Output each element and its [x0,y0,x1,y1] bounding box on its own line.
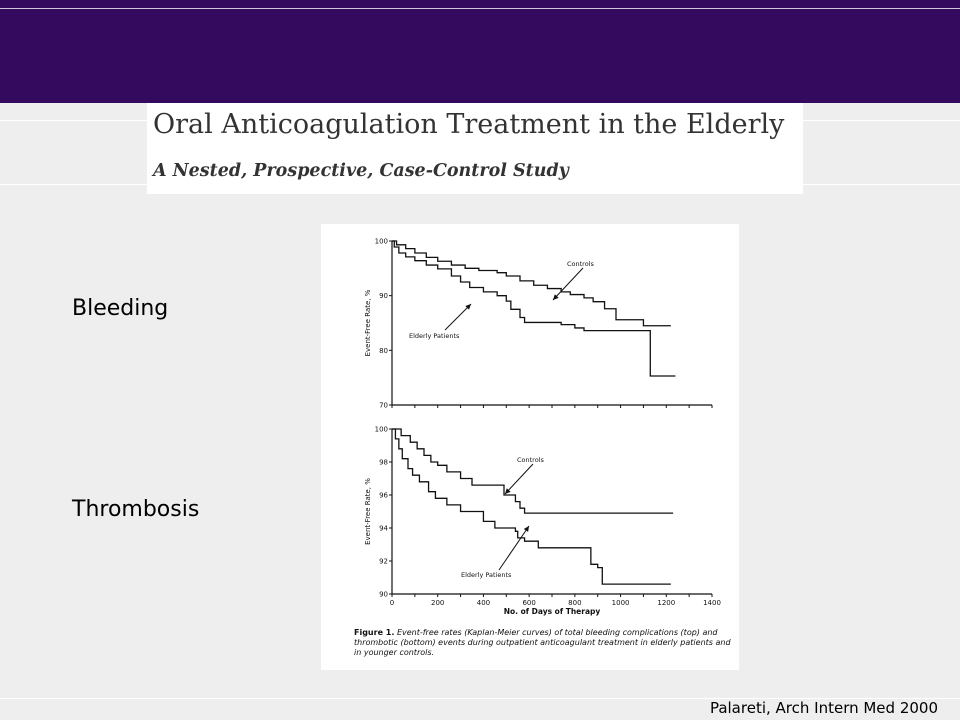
x-tick-label: 600 [522,599,535,607]
x-tick-label: 1000 [612,599,630,607]
article-subtitle: A Nested, Prospective, Case-Control Stud… [153,161,569,181]
footer-rule [0,698,960,699]
x-tick-label: 400 [477,599,490,607]
annotation-arrow [444,303,472,331]
annotation-controls: Controls [567,260,594,268]
article-title: Oral Anticoagulation Treatment in the El… [153,109,785,140]
annotation-arrowhead [465,304,471,310]
x-tick-label: 1400 [703,599,721,607]
y-tick-label: 100 [375,426,388,434]
series-line-controls [392,428,674,514]
x-axis-label: No. of Days of Therapy [504,607,601,616]
y-tick-label: 94 [379,525,388,533]
y-tick-label: 90 [379,292,388,300]
y-tick-label: 98 [379,459,388,467]
annotation-arrowhead [505,488,511,494]
x-tick-label: 0 [390,599,394,607]
y-tick-label: 100 [375,238,388,246]
annotation-elderly-patients: Elderly Patients [409,332,460,340]
figure-caption-text: Event-free rates (Kaplan-Meier curves) o… [354,628,731,657]
series-line-elderly-patients [392,428,671,585]
y-tick-label: 70 [379,402,388,410]
y-axis-label: Event-Free Rate, % [364,289,372,356]
figure-caption-lead: Figure 1. [354,628,395,637]
kaplan-meier-figure: 70 80 90 100 Event-Free Rate, % Controls Elder… [364,238,721,617]
annotation-elderly-patients: Elderly Patients [461,571,512,579]
y-axis-label: Event-Free Rate, % [364,478,372,545]
annotation-arrowhead [523,526,529,532]
citation: Palareti, Arch Intern Med 2000 [709,699,938,717]
x-tick-label: 200 [431,599,444,607]
header-band [0,0,960,103]
y-tick-label: 80 [379,347,388,355]
y-tick-label: 96 [379,492,388,500]
label-bleeding: Bleeding [72,296,169,321]
annotation-arrow [504,463,534,495]
figure-panel: 70 80 90 100 Event-Free Rate, % Controls Elder… [321,224,739,670]
annotation-arrow [552,267,584,301]
series-line-elderly-patients [392,240,676,377]
y-tick-label: 90 [379,591,388,599]
article-title-image: Oral Anticoagulation Treatment in the El… [147,103,803,194]
annotation-controls: Controls [517,456,544,464]
y-tick-label: 92 [379,558,388,566]
annotation-arrowhead [553,294,559,300]
x-tick-label: 800 [568,599,581,607]
figure-caption: Figure 1. Event-free rates (Kaplan-Meier… [354,628,734,658]
series-line-controls [392,240,671,327]
annotation-arrow [498,525,530,571]
x-tick-label: 1200 [657,599,675,607]
label-thrombosis: Thrombosis [72,497,200,522]
